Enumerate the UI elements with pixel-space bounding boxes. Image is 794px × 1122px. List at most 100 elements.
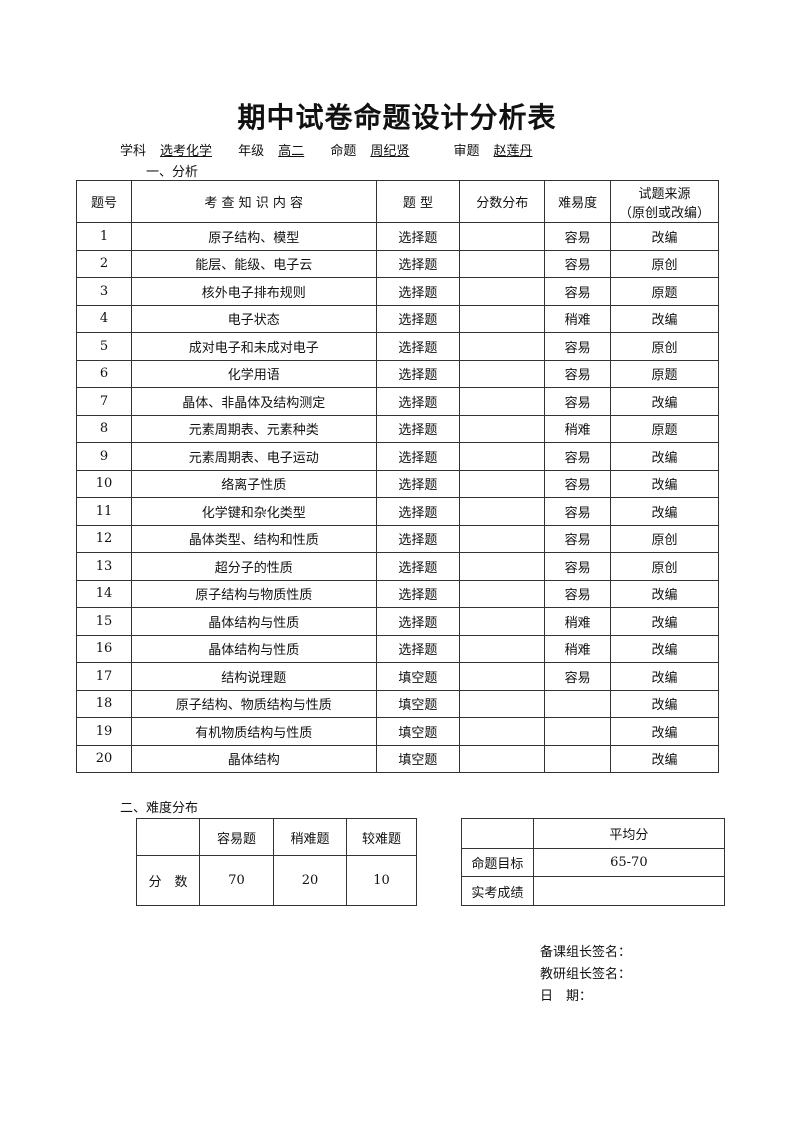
- table-cell: 改编: [610, 689, 719, 718]
- document-meta: 学科 选考化学 年级 高二 命题 周纪贤 审题 赵莲丹: [120, 140, 555, 159]
- table-cell: 容易: [544, 332, 612, 361]
- table-cell: [459, 579, 546, 608]
- table-row: 18 原子结构、物质结构与性质 填空题 改编: [76, 689, 719, 718]
- table-cell: 络离子性质: [130, 469, 377, 498]
- table-header-row: 题号考 查 知 识 内 容题 型分数分布 难易度 试题来源 （原创或改编）: [76, 180, 719, 223]
- table-cell: 容易: [544, 552, 612, 581]
- table-row: 11 化学键和杂化类型 选择题 容易 改编: [76, 497, 719, 526]
- table-cell: [459, 414, 546, 443]
- table-cell: 改编: [610, 497, 719, 526]
- header-cell: 稍难题: [273, 818, 347, 856]
- difficulty-table: 容易题 稍难题 较难题 分 数 70 20 10: [136, 818, 417, 906]
- table-cell: 化学键和杂化类型: [130, 497, 377, 526]
- table-cell: 容易: [544, 662, 612, 691]
- value-cell: 20: [273, 855, 347, 906]
- signature-block: 备课组长签名： 教研组长签名： 日 期：: [540, 942, 631, 1008]
- table-row: 14 原子结构与物质性质 选择题 容易 改编: [76, 579, 719, 608]
- table-cell: 能层、能级、电子云: [130, 249, 377, 278]
- author-value: 周纪贤: [370, 144, 410, 159]
- table-cell: [459, 552, 546, 581]
- table-cell: 填空题: [375, 744, 461, 773]
- research-group-leader-signature: 教研组长签名：: [540, 967, 632, 982]
- section-heading-difficulty: 二、难度分布: [120, 801, 199, 816]
- table-row: 15 晶体结构与性质 选择题 稍难 改编: [76, 607, 719, 636]
- table-cell: 5: [76, 332, 132, 361]
- table-row: 8 元素周期表、元素种类 选择题 稍难 原题: [76, 414, 719, 443]
- header-cell: [136, 818, 200, 856]
- table-row: 4 电子状态 选择题 稍难 改编: [76, 304, 719, 333]
- table-cell: 改编: [610, 662, 719, 691]
- grade-label: 年级: [238, 144, 265, 159]
- table-cell: 改编: [610, 579, 719, 608]
- table-cell: [459, 304, 546, 333]
- table-cell: [544, 689, 612, 718]
- table-cell: 19: [76, 717, 132, 746]
- table-cell: 7: [76, 387, 132, 416]
- table-cell: 晶体结构: [130, 744, 377, 773]
- table-cell: [459, 717, 546, 746]
- table-row: 16 晶体结构与性质 选择题 稍难 改编: [76, 634, 719, 663]
- table-cell: 容易: [544, 442, 612, 471]
- table-cell: 元素周期表、电子运动: [130, 442, 377, 471]
- grade-value: 高二: [278, 144, 305, 159]
- table-cell: 原子结构、模型: [130, 222, 377, 251]
- table-row: 9 元素周期表、电子运动 选择题 容易 改编: [76, 442, 719, 471]
- subject-value: 选考化学: [160, 144, 213, 159]
- table-row: 3 核外电子排布规则 选择题 容易 原题: [76, 277, 719, 306]
- table-cell: 容易: [544, 497, 612, 526]
- table-row: 19 有机物质结构与性质 填空题 改编: [76, 717, 719, 746]
- table-cell: 原创: [610, 524, 719, 553]
- page-title: 期中试卷命题设计分析表: [237, 101, 557, 134]
- table-cell: [459, 744, 546, 773]
- table-cell: 11: [76, 497, 132, 526]
- table-cell: 选择题: [375, 249, 461, 278]
- table-cell: 填空题: [375, 662, 461, 691]
- table-cell: 9: [76, 442, 132, 471]
- reviewer-label: 审题: [453, 144, 480, 159]
- table-row: 2 能层、能级、电子云 选择题 容易 原创: [76, 249, 719, 278]
- table-cell: 选择题: [375, 304, 461, 333]
- value-cell: [532, 876, 726, 906]
- table-cell: [459, 249, 546, 278]
- table-cell: 改编: [610, 222, 719, 251]
- table-cell: 选择题: [375, 469, 461, 498]
- table-cell: 结构说理题: [130, 662, 377, 691]
- table-cell: 选择题: [375, 222, 461, 251]
- table-cell: 选择题: [375, 332, 461, 361]
- table-cell: 填空题: [375, 689, 461, 718]
- table-cell: 16: [76, 634, 132, 663]
- table-cell: [459, 387, 546, 416]
- header-cell: 难易度: [544, 180, 612, 223]
- table-cell: 容易: [544, 222, 612, 251]
- table-cell: 有机物质结构与性质: [130, 717, 377, 746]
- table-cell: [459, 469, 546, 498]
- table-cell: 14: [76, 579, 132, 608]
- table-cell: 改编: [610, 634, 719, 663]
- table-cell: 2: [76, 249, 132, 278]
- header-cell: 题号: [76, 180, 132, 223]
- table-cell: 选择题: [375, 442, 461, 471]
- table-cell: [459, 634, 546, 663]
- table-cell: 容易: [544, 277, 612, 306]
- table-cell: 改编: [610, 442, 719, 471]
- table-cell: 超分子的性质: [130, 552, 377, 581]
- table-cell: 18: [76, 689, 132, 718]
- table-cell: 原创: [610, 332, 719, 361]
- table-cell: 选择题: [375, 497, 461, 526]
- table-cell: 1: [76, 222, 132, 251]
- table-row: 20 晶体结构 填空题 改编: [76, 744, 719, 773]
- row-label: 命题目标: [461, 848, 534, 877]
- header-cell: 较难题: [346, 818, 417, 856]
- table-row: 17 结构说理题 填空题 容易 改编: [76, 662, 719, 691]
- table-cell: [459, 689, 546, 718]
- table-cell: 稍难: [544, 607, 612, 636]
- table-cell: [459, 662, 546, 691]
- table-cell: 容易: [544, 469, 612, 498]
- row-label: 分 数: [136, 855, 200, 906]
- table-cell: [459, 524, 546, 553]
- table-row: 5 成对电子和未成对电子 选择题 容易 原创: [76, 332, 719, 361]
- table-cell: 选择题: [375, 552, 461, 581]
- table-cell: 8: [76, 414, 132, 443]
- reviewer-value: 赵莲丹: [493, 144, 533, 159]
- author-label: 命题: [330, 144, 357, 159]
